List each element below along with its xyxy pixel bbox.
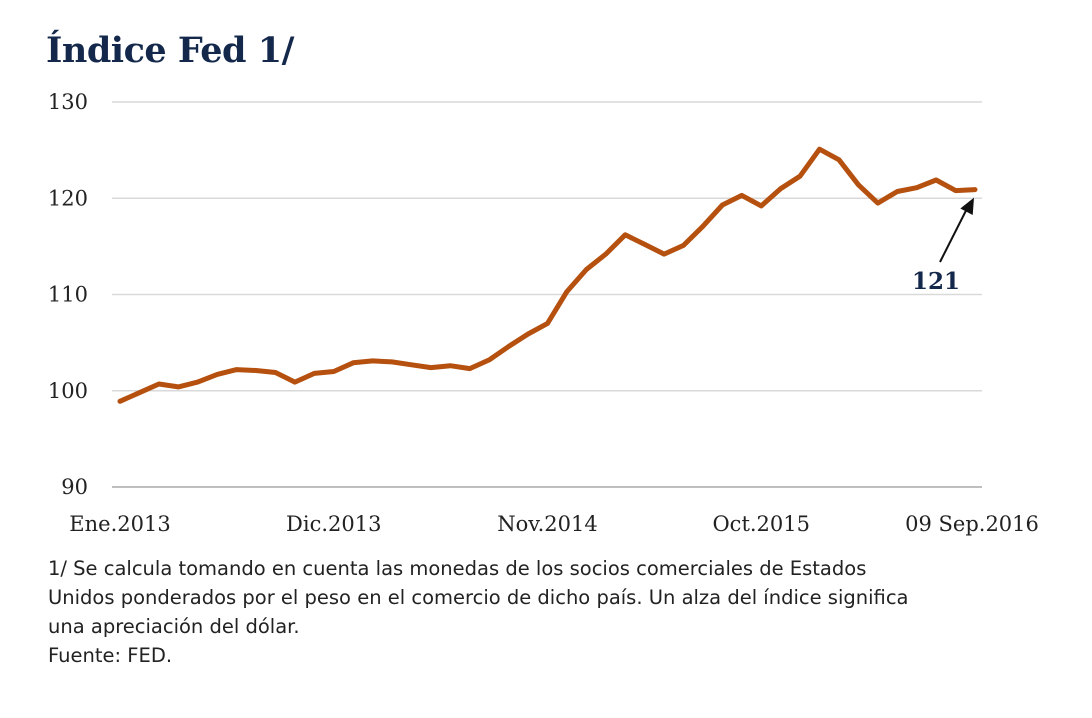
data-point [292,379,298,385]
data-point [720,202,725,208]
y-axis-ticks: 90 100 110 120 130 [48,90,88,499]
data-point [525,331,531,337]
data-point [681,243,686,248]
x-tick-label: Nov.2014 [497,512,598,536]
data-point [797,173,803,179]
gridlines [112,101,982,488]
data-point [895,189,900,194]
data-point [176,384,181,390]
footnote-line: Unidos ponderados por el peso en el come… [48,586,909,609]
data-point [564,289,570,294]
y-tick-label: 110 [48,283,88,307]
footnote-line: 1/ Se calcula tomando en cuenta las mone… [48,557,867,580]
x-tick-label: 09 Sep.2016 [905,512,1039,536]
data-point [214,372,220,377]
chart-title: Índice Fed 1/ [46,30,294,71]
data-point [972,187,978,192]
data-point [759,203,764,209]
data-point [933,177,939,183]
annotation-layer: 121 [912,197,974,295]
data-point [817,146,822,152]
data-point [467,366,472,371]
data-point [875,200,881,206]
data-point [370,358,375,364]
series-line [117,146,978,404]
data-point [603,251,608,257]
data-point [273,370,278,375]
data-point [350,360,356,366]
data-point [331,369,336,374]
x-axis-ticks: Ene.2013 Dic.2013 Nov.2014 Oct.2015 09 Sep.2… [69,512,1039,536]
source-note: Fuente: FED. [48,644,173,667]
y-tick-label: 90 [61,475,88,499]
data-point [389,359,395,365]
data-point [914,185,919,190]
data-point [836,157,842,162]
data-point [506,344,511,349]
series-layer [117,146,978,404]
data-point [700,223,706,229]
callout-arrow-head [960,197,974,216]
data-point [584,267,589,272]
data-point [137,390,142,395]
data-point [623,232,628,238]
data-point [312,371,317,376]
data-point [156,381,162,387]
x-tick-label: Oct.2015 [712,512,810,536]
y-tick-label: 120 [48,186,88,210]
data-point [545,321,550,326]
data-point [856,182,861,187]
data-point [195,379,200,385]
data-point [953,188,958,193]
data-point [487,357,492,363]
footnote-line: una apreciación del dólar. [48,615,300,638]
y-tick-label: 100 [48,379,88,403]
footnote: 1/ Se calcula tomando en cuenta las mone… [48,554,1048,670]
data-point [428,365,434,370]
callout-arrow-shaft [939,206,969,263]
y-tick-label: 130 [48,90,88,114]
data-point [448,363,453,368]
data-point [778,186,783,191]
data-point [739,193,745,198]
x-tick-label: Ene.2013 [69,512,170,536]
data-point [409,362,414,367]
data-point [253,368,259,373]
data-point [642,242,647,247]
callout-label: 121 [912,268,960,295]
data-point [661,251,667,257]
x-tick-label: Dic.2013 [286,512,381,536]
data-point [234,367,239,372]
data-point [117,399,123,404]
